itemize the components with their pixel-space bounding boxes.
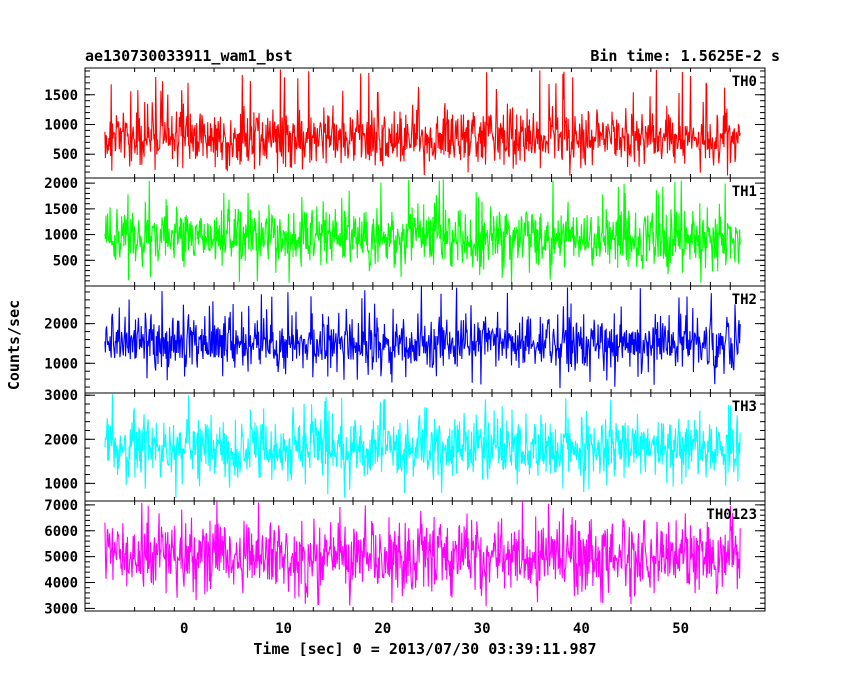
y-tick-label: 2000 bbox=[44, 317, 78, 333]
x-axis: 0 10 20 30 40 50 bbox=[180, 621, 689, 637]
series-th0 bbox=[104, 69, 741, 176]
panel-th1: 500 1000 1500 2000 TH1 bbox=[44, 176, 766, 287]
y-tick-label: 1500 bbox=[44, 88, 78, 104]
panel-th3: 1000 2000 3000 TH3 bbox=[44, 388, 766, 502]
y-tick-label: 4000 bbox=[44, 576, 78, 592]
y-tick-label: 1000 bbox=[44, 476, 78, 492]
y-axis-label: Counts/sec bbox=[5, 300, 23, 390]
x-axis-label: Time [sec] 0 = 2013/07/30 03:39:11.987 bbox=[253, 640, 596, 658]
series-th0123 bbox=[104, 501, 741, 607]
series-th2 bbox=[104, 286, 741, 389]
panel-th0: 500 1000 1500 TH0 bbox=[44, 67, 766, 179]
y-tick-label: 5000 bbox=[44, 550, 78, 566]
panel-th0123: 3000 4000 5000 6000 7000 TH0123 bbox=[44, 498, 766, 617]
bin-time-label: Bin time: 1.5625E-2 s bbox=[590, 47, 780, 65]
plot-title: ae130730033911_wam1_bst bbox=[85, 47, 293, 65]
panel-label: TH1 bbox=[732, 184, 757, 200]
y-tick-label: 500 bbox=[53, 253, 78, 269]
panel-label: TH3 bbox=[732, 399, 757, 415]
x-tick-label: 20 bbox=[374, 621, 391, 637]
series-th3 bbox=[104, 394, 741, 499]
panel-label: TH0123 bbox=[706, 507, 757, 523]
y-tick-label: 7000 bbox=[44, 498, 78, 514]
y-tick-label: 2000 bbox=[44, 176, 78, 192]
panels-layer: 500 1000 1500 TH0 500 1000 1500 2000 TH1 1000 2000… bbox=[44, 67, 766, 617]
y-tick-label: 6000 bbox=[44, 524, 78, 540]
x-tick-label: 50 bbox=[672, 621, 689, 637]
x-tick-label: 0 bbox=[180, 621, 188, 637]
panel-label: TH0 bbox=[732, 74, 757, 90]
y-tick-label: 500 bbox=[53, 147, 78, 163]
y-tick-label: 1000 bbox=[44, 117, 78, 133]
y-tick-label: 2000 bbox=[44, 432, 78, 448]
x-tick-label: 30 bbox=[474, 621, 491, 637]
y-tick-label: 1000 bbox=[44, 356, 78, 372]
x-tick-label: 40 bbox=[573, 621, 590, 637]
y-tick-label: 3000 bbox=[44, 601, 78, 617]
panel-th2: 1000 2000 TH2 bbox=[44, 285, 766, 394]
x-tick-label: 10 bbox=[275, 621, 292, 637]
y-tick-label: 1500 bbox=[44, 202, 78, 218]
y-tick-label: 3000 bbox=[44, 388, 78, 404]
y-tick-label: 1000 bbox=[44, 228, 78, 244]
series-th1 bbox=[104, 179, 741, 283]
panel-label: TH2 bbox=[732, 292, 757, 308]
panel-frame bbox=[84, 500, 766, 612]
